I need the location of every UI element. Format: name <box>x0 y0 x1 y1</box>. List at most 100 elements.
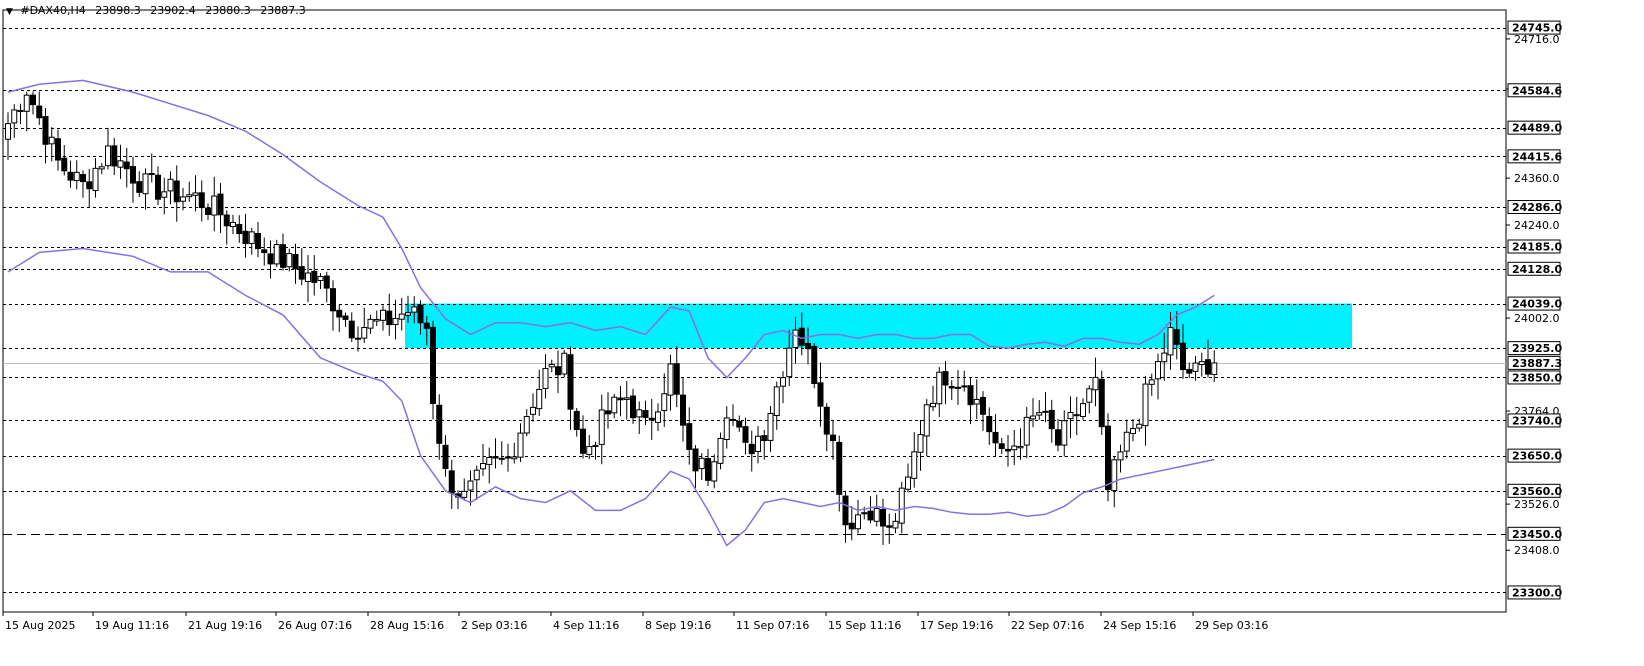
candle-body-bullish <box>248 231 255 244</box>
x-tick-label: 2 Sep 03:16 <box>461 619 527 632</box>
candle-body-bullish <box>1155 361 1161 380</box>
candle-body-bearish <box>148 172 155 176</box>
candle-body-bullish <box>592 444 599 448</box>
candle-body-bearish <box>442 444 449 470</box>
candle-body-bullish <box>461 490 468 498</box>
candle-body-bearish <box>680 394 686 426</box>
level-label: 24584.6 <box>1512 84 1562 97</box>
candle-body-bullish <box>92 167 99 192</box>
candle-body-bullish <box>105 145 111 167</box>
candle-body-bullish <box>636 409 643 418</box>
candle-body-bearish <box>61 157 68 172</box>
candle-body-bullish <box>380 309 386 321</box>
candle-body-bearish <box>961 385 968 388</box>
candle-body-bullish <box>786 347 793 378</box>
candle-body-bullish <box>486 457 493 465</box>
candle-body-bullish <box>711 461 718 482</box>
x-tick-label: 24 Sep 15:16 <box>1103 619 1176 632</box>
candle-body-bearish <box>330 288 336 312</box>
candle-body-bullish <box>698 457 705 470</box>
candle-body-bullish <box>586 445 593 455</box>
x-tick-label: 22 Sep 07:16 <box>1011 619 1084 632</box>
candle-body-bullish <box>1167 327 1174 356</box>
level-label-box <box>1507 239 1561 254</box>
candle-body-bullish <box>498 457 505 460</box>
candle-body-bullish <box>1036 412 1043 416</box>
candle-body-bearish <box>86 181 93 190</box>
candle-body-bearish <box>280 244 286 268</box>
collapse-triangle-icon[interactable]: ▼ <box>6 7 13 17</box>
bollinger-upper-band <box>7 79 1215 379</box>
candle-body-bullish <box>792 329 799 348</box>
current-price-label: 23887.3 <box>1512 357 1562 370</box>
candle-body-bearish <box>805 342 811 350</box>
candle-body-bullish <box>117 160 124 168</box>
candle-body-bearish <box>555 366 561 376</box>
candle-body-bullish <box>661 393 668 411</box>
candle-body-bullish <box>767 412 774 441</box>
candle-body-bearish <box>242 230 249 245</box>
candle-body-bearish <box>748 443 755 455</box>
candle-body-bearish <box>436 404 443 444</box>
candle-body-bullish <box>773 386 780 416</box>
candle-body-bearish <box>880 508 886 527</box>
candle-body-bearish <box>867 510 874 521</box>
candle-body-bearish <box>823 406 830 435</box>
candle-body-bullish <box>623 397 630 400</box>
candle-body-bearish <box>648 417 655 421</box>
candle-body-bullish <box>955 386 961 389</box>
candle-body-bullish <box>98 166 105 170</box>
x-tick-label: 15 Aug 2025 <box>5 619 75 632</box>
candle-body-bearish <box>255 232 261 250</box>
level-label-box <box>1507 120 1561 135</box>
level-label-box <box>1507 585 1561 600</box>
candle-body-bearish <box>798 327 805 346</box>
candle-body-bearish <box>323 275 330 289</box>
level-label-box <box>1507 413 1561 428</box>
candle-body-bearish <box>736 420 743 428</box>
candle-body-bullish <box>917 434 924 453</box>
candle-body-bullish <box>355 337 361 340</box>
candle-body-bullish <box>161 191 168 198</box>
x-tick-label: 4 Sep 11:16 <box>553 619 619 632</box>
candle-body-bullish <box>392 318 399 326</box>
candle-body-bullish <box>898 487 905 524</box>
candle-body-bearish <box>423 322 430 329</box>
candle-body-bullish <box>411 306 418 313</box>
resistance-zone <box>405 303 1352 349</box>
candle-body-bullish <box>192 192 199 196</box>
candle-body-bearish <box>617 397 624 401</box>
candle-body-bearish <box>342 315 349 320</box>
candle-body-bullish <box>1142 383 1149 427</box>
candle-body-bullish <box>480 463 486 470</box>
candle-body-bearish <box>1098 378 1105 428</box>
candle-body-bullish <box>180 196 186 202</box>
level-label: 23850.0 <box>1512 371 1562 384</box>
y-tick-label: 24240.0 <box>1514 219 1560 232</box>
candle-body-bearish <box>836 441 843 495</box>
candle-body-bullish <box>211 195 218 216</box>
candle-body-bearish <box>292 253 299 270</box>
candle-body-bearish <box>80 174 86 183</box>
candle-body-bearish <box>1005 448 1011 452</box>
level-label-box <box>1507 483 1561 498</box>
level-label: 24415.6 <box>1512 150 1562 163</box>
y-tick-label: 24002.0 <box>1514 312 1560 325</box>
x-tick-label: 19 Aug 11:16 <box>95 619 169 632</box>
y-tick-label: 23408.0 <box>1514 544 1560 557</box>
candle-body-bullish <box>730 418 736 421</box>
candle-body-bullish <box>467 480 474 491</box>
candle-body-bearish <box>1105 425 1111 491</box>
current-price-label-box <box>1507 355 1561 370</box>
candle-body-bearish <box>630 395 636 419</box>
level-label: 24489.0 <box>1512 122 1562 135</box>
candles <box>5 91 1218 546</box>
candle-body-bearish <box>430 326 436 404</box>
level-label: 23925.0 <box>1512 342 1562 355</box>
candle-body-bullish <box>611 396 618 414</box>
level-label-box <box>1507 83 1561 98</box>
candle-body-bearish <box>761 435 768 442</box>
y-tick-label: 24360.0 <box>1514 172 1560 185</box>
candle-body-bearish <box>1180 342 1186 371</box>
